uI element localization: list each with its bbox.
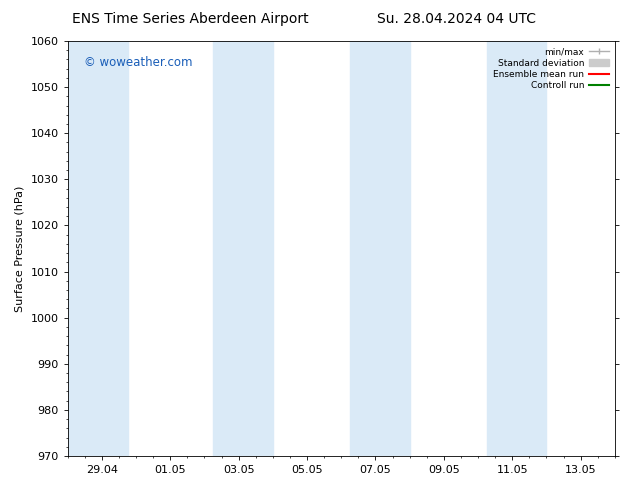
Text: ENS Time Series Aberdeen Airport: ENS Time Series Aberdeen Airport bbox=[72, 12, 309, 26]
Text: © woweather.com: © woweather.com bbox=[84, 55, 193, 69]
Text: Su. 28.04.2024 04 UTC: Su. 28.04.2024 04 UTC bbox=[377, 12, 536, 26]
Bar bbox=[350, 41, 410, 456]
Bar bbox=[487, 41, 547, 456]
Bar bbox=[213, 41, 273, 456]
Legend: min/max, Standard deviation, Ensemble mean run, Controll run: min/max, Standard deviation, Ensemble me… bbox=[491, 46, 611, 92]
Y-axis label: Surface Pressure (hPa): Surface Pressure (hPa) bbox=[15, 185, 25, 312]
Bar bbox=[68, 41, 127, 456]
